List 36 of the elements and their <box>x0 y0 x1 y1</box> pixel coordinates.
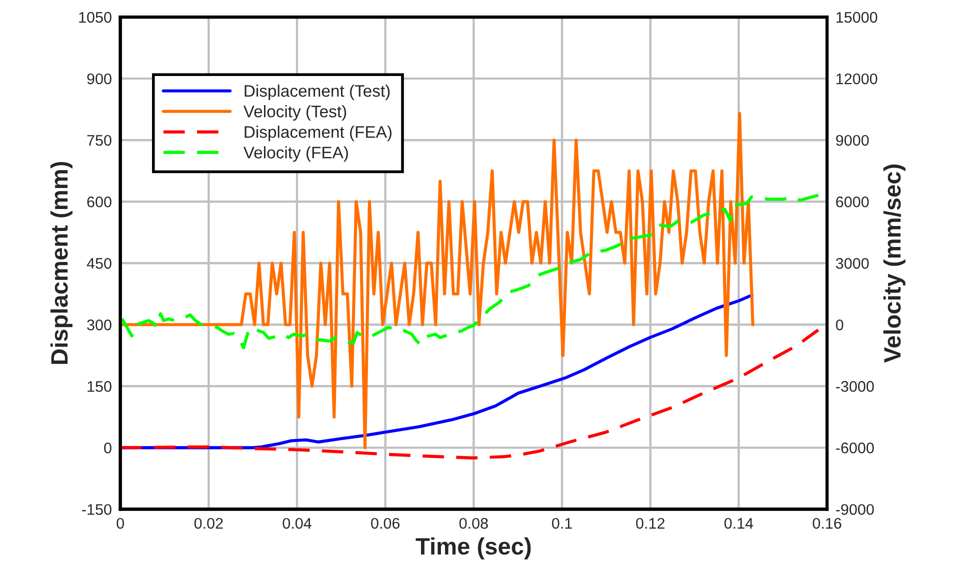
y2-tick-label: 3000 <box>836 258 869 269</box>
line-series <box>120 193 822 350</box>
y-tick-label: 1050 <box>79 12 112 23</box>
y2-tick-label: 0 <box>836 320 844 330</box>
y-tick-label: 750 <box>87 134 112 146</box>
y2-tick-label: 15000 <box>836 12 878 23</box>
x-tick-label: 0.02 <box>194 518 223 529</box>
y2-tick-label: 9000 <box>836 134 869 146</box>
x-tick-label: 0.12 <box>636 518 664 529</box>
y-tick-label: 450 <box>86 258 112 269</box>
y2-axis-title: Velocity (mm/sec) <box>883 164 906 363</box>
x-tick-label: 0.06 <box>371 518 400 529</box>
y-tick-label: 300 <box>87 320 112 330</box>
y-tick-label: 0 <box>104 442 112 454</box>
legend-label: Velocity (Test) <box>243 105 346 121</box>
y-axis-title: Displacment (mm) <box>50 162 72 364</box>
y-tick-label: 900 <box>87 73 112 84</box>
y-tick-label: -150 <box>82 504 112 515</box>
legend-label: Displacement (Test) <box>244 84 390 100</box>
legend-label: Displacement (FEA) <box>244 126 392 142</box>
x-axis-title: Time (sec) <box>416 537 531 560</box>
x-tick-label: 0.04 <box>282 518 312 529</box>
y2-tick-label: 12000 <box>836 73 878 84</box>
line-series <box>120 328 820 460</box>
x-tick-label: 0.14 <box>724 518 754 529</box>
x-tick-label: 0.08 <box>459 518 488 529</box>
y2-tick-label: -6000 <box>836 442 874 454</box>
x-tick-label: 0.1 <box>552 518 572 529</box>
x-tick-label: 0.16 <box>812 518 842 529</box>
legend-label: Velocity (FEA) <box>243 146 348 162</box>
y2-tick-label: 6000 <box>836 196 869 208</box>
y2-tick-label: -3000 <box>836 381 874 392</box>
x-tick-label: 0 <box>116 518 124 529</box>
y-tick-label: 150 <box>88 381 112 392</box>
y-tick-label: 600 <box>87 196 112 208</box>
y2-tick-label: -9000 <box>836 504 874 515</box>
